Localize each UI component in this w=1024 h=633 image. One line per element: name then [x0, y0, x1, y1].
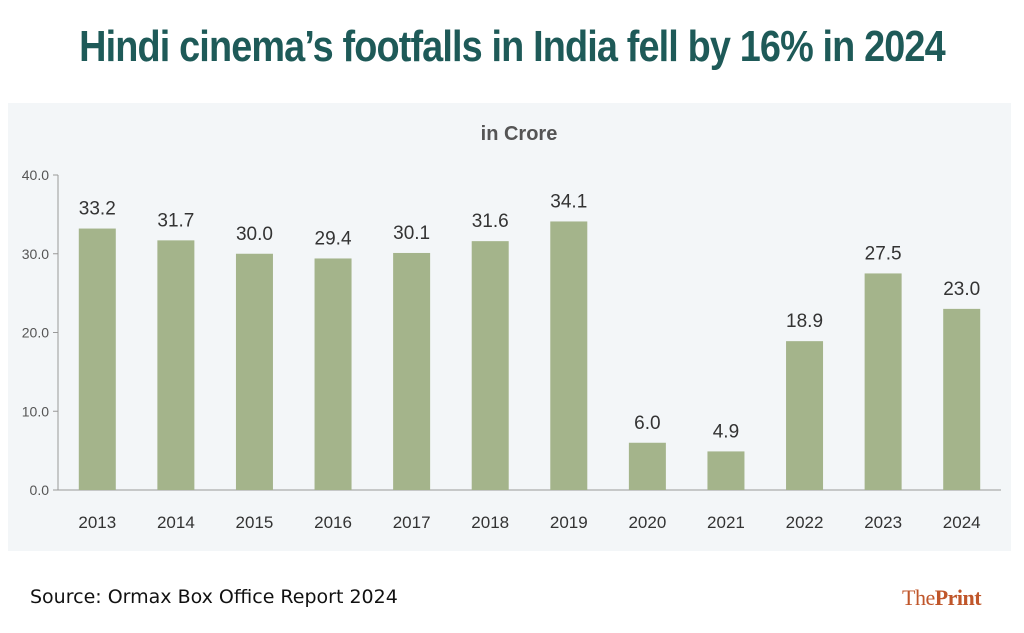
bar-2018 [471, 241, 509, 490]
y-tick-label: 0.0 [30, 482, 50, 498]
x-tick-label-2024: 2024 [943, 513, 981, 532]
y-tick-label: 30.0 [22, 246, 49, 262]
bar-2022 [786, 341, 824, 490]
data-label-2015: 30.0 [236, 224, 273, 245]
data-label-2021: 4.9 [713, 421, 739, 442]
y-tick-label: 10.0 [22, 403, 49, 419]
x-tick-label-2017: 2017 [393, 513, 431, 532]
bar-2017 [393, 252, 431, 490]
chart-panel: in Crore 0.0 10.0 20.0 30.0 40.0 33.2 2013 31.7 2… [8, 103, 1011, 551]
x-tick-label-2014: 2014 [157, 513, 195, 532]
x-tick-label-2015: 2015 [236, 513, 274, 532]
data-label-2023: 27.5 [865, 243, 902, 264]
bar-2023 [864, 273, 902, 490]
x-tick-label-2022: 2022 [786, 513, 824, 532]
data-label-2017: 30.1 [393, 223, 430, 244]
bar-2013 [78, 228, 116, 491]
bar-2014 [157, 240, 195, 490]
x-tick-label-2023: 2023 [864, 513, 902, 532]
chart-title: Hindi cinema’s footfalls in India fell b… [79, 22, 945, 71]
bar-2015 [235, 253, 273, 490]
bar-2020 [628, 442, 666, 490]
bar-chart: in Crore 0.0 10.0 20.0 30.0 40.0 33.2 2013 31.7 2… [22, 123, 1001, 532]
theprint-logo: ThePrint [902, 585, 982, 611]
data-label-2016: 29.4 [315, 228, 352, 249]
x-tick-label-2016: 2016 [314, 513, 352, 532]
data-label-2018: 31.6 [472, 211, 509, 232]
data-label-2013: 33.2 [79, 199, 116, 220]
x-tick-label-2019: 2019 [550, 513, 588, 532]
data-label-2014: 31.7 [157, 210, 194, 231]
data-label-2019: 34.1 [550, 191, 587, 212]
bar-2021 [707, 451, 745, 490]
bar-2016 [314, 258, 352, 490]
y-tick-label: 40.0 [22, 167, 49, 183]
logo-part-the: The [902, 585, 935, 610]
data-label-2020: 6.0 [634, 413, 660, 434]
data-label-2024: 23.0 [943, 279, 980, 300]
x-tick-label-2018: 2018 [471, 513, 509, 532]
logo-part-print: Print [934, 585, 982, 610]
data-label-2022: 18.9 [786, 311, 823, 332]
source-note: Source: Ormax Box Office Report 2024 [30, 586, 398, 608]
bar-2019 [550, 221, 588, 490]
x-tick-label-2020: 2020 [628, 513, 666, 532]
y-tick-label: 20.0 [22, 325, 49, 341]
bar-2024 [943, 308, 981, 490]
x-tick-label-2013: 2013 [78, 513, 116, 532]
chart-subtitle: in Crore [481, 123, 558, 145]
x-tick-label-2021: 2021 [707, 513, 745, 532]
